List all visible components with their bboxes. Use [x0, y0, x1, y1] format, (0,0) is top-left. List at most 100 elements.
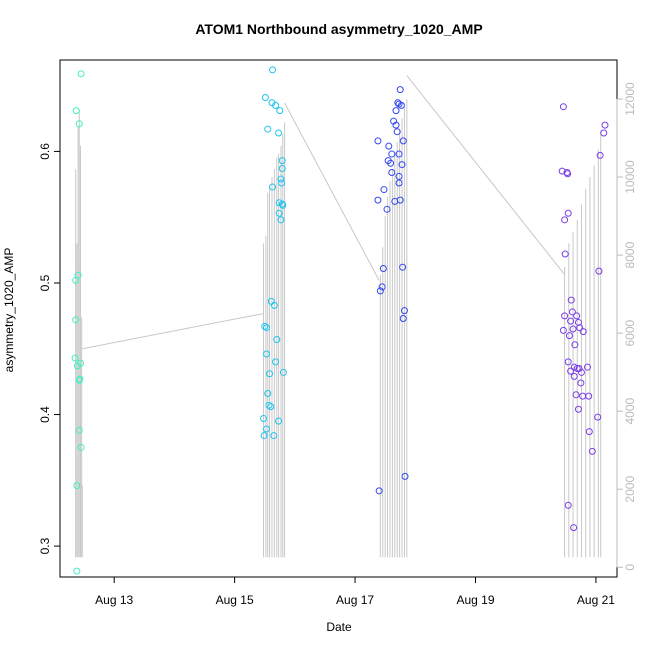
data-point — [380, 186, 388, 194]
data-point — [594, 413, 602, 421]
data-point — [260, 432, 268, 440]
data-point — [396, 196, 404, 204]
data-point — [374, 196, 382, 204]
data-point — [568, 308, 576, 316]
data-point — [399, 315, 407, 322]
data-point — [375, 487, 383, 495]
y2-tick-label: 10000 — [623, 160, 637, 194]
data-point — [385, 142, 393, 150]
data-point — [564, 501, 572, 509]
data-point — [573, 312, 581, 320]
data-point — [565, 332, 573, 340]
data-point — [75, 120, 83, 128]
data-point — [600, 129, 608, 137]
data-point — [571, 341, 579, 349]
data-point — [558, 167, 566, 175]
y-tick-label: 0.4 — [38, 406, 52, 423]
data-point — [278, 157, 286, 165]
y2-tick-label: 4000 — [623, 397, 637, 424]
data-point — [567, 317, 575, 325]
count-connector-line — [406, 75, 566, 275]
data-point — [72, 316, 80, 324]
data-point — [397, 101, 405, 109]
data-point — [601, 121, 609, 129]
data-point — [388, 150, 396, 158]
data-point — [75, 426, 83, 434]
data-point — [278, 179, 286, 187]
data-point — [561, 312, 569, 320]
data-point — [400, 307, 408, 315]
data-point — [77, 70, 85, 78]
data-point — [596, 151, 604, 159]
data-point — [561, 250, 569, 258]
y-tick-label: 0.5 — [38, 274, 52, 291]
x-tick-label: Aug 13 — [95, 593, 133, 607]
data-point — [279, 368, 287, 376]
data-point — [276, 107, 284, 115]
data-point — [392, 121, 400, 129]
data-point — [572, 391, 580, 399]
data-point — [576, 324, 584, 332]
y-axis-label: asymmetry_1020_AMP — [2, 248, 16, 373]
y2-tick-label: 6000 — [623, 319, 637, 346]
data-point — [387, 159, 395, 167]
data-point — [392, 107, 400, 115]
data-point — [76, 359, 84, 367]
data-point — [569, 325, 577, 333]
data-point — [559, 103, 567, 111]
data-point — [269, 66, 277, 74]
data-point — [388, 168, 396, 176]
data-point — [263, 350, 271, 358]
data-point — [570, 524, 578, 532]
data-point — [383, 205, 391, 213]
data-point — [73, 482, 81, 490]
data-point — [71, 354, 79, 362]
data-point — [264, 389, 272, 397]
data-point — [399, 263, 407, 271]
x-tick-label: Aug 17 — [336, 593, 374, 607]
data-point — [393, 128, 401, 136]
data-point — [277, 175, 285, 183]
data-point — [577, 368, 585, 376]
data-point — [574, 405, 582, 413]
data-point — [270, 301, 278, 309]
data-point — [278, 165, 286, 173]
data-point — [277, 216, 285, 224]
y2-tick-label: 12000 — [623, 82, 637, 116]
data-point — [73, 567, 81, 575]
chart-title: ATOM1 Northbound asymmetry_1020_AMP — [195, 21, 482, 37]
data-point — [261, 93, 269, 101]
data-point — [272, 101, 280, 109]
data-point — [398, 161, 406, 169]
data-point — [585, 428, 593, 436]
data-point — [564, 358, 572, 366]
count-series-layer — [75, 75, 602, 558]
data-point — [261, 322, 269, 330]
data-point — [579, 328, 587, 336]
data-point — [395, 172, 403, 180]
x-tick-label: Aug 21 — [577, 593, 615, 607]
data-point — [265, 401, 273, 409]
points-layer — [71, 66, 609, 575]
data-point — [275, 129, 283, 137]
data-point — [260, 414, 268, 422]
data-point — [75, 376, 83, 384]
data-point — [559, 326, 567, 334]
data-point — [399, 137, 407, 145]
data-point — [77, 443, 85, 451]
count-connector-line — [284, 102, 380, 281]
data-point — [272, 358, 280, 366]
y2-tick-label: 0 — [623, 564, 637, 571]
y2-tick-label: 2000 — [623, 476, 637, 503]
data-point — [263, 324, 271, 332]
y-tick-label: 0.6 — [38, 143, 52, 160]
data-point — [395, 179, 403, 187]
data-point — [376, 287, 384, 295]
data-point — [564, 209, 572, 217]
data-point — [379, 265, 387, 273]
data-point — [583, 363, 591, 371]
data-point — [595, 267, 603, 275]
data-point — [573, 364, 581, 372]
data-point — [275, 209, 283, 217]
